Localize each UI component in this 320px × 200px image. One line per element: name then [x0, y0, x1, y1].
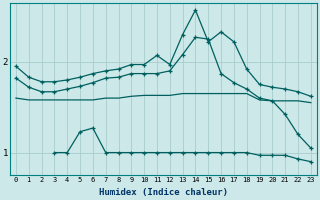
- X-axis label: Humidex (Indice chaleur): Humidex (Indice chaleur): [99, 188, 228, 197]
